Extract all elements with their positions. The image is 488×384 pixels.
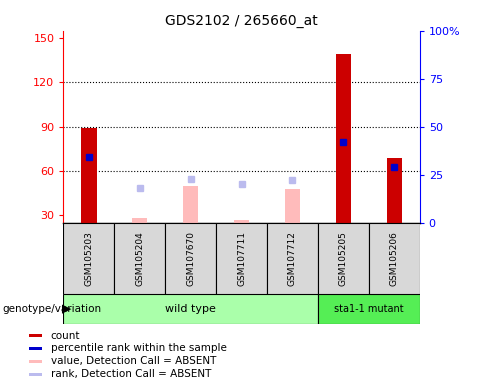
Text: GSM105204: GSM105204 bbox=[135, 231, 144, 286]
Bar bbox=[132, 218, 147, 223]
Bar bbox=[318, 294, 420, 324]
Bar bbox=[29, 372, 42, 376]
Bar bbox=[63, 294, 318, 324]
Text: GSM107712: GSM107712 bbox=[288, 231, 297, 286]
Text: GSM107670: GSM107670 bbox=[186, 231, 195, 286]
Text: GSM107711: GSM107711 bbox=[237, 231, 246, 286]
Text: percentile rank within the sample: percentile rank within the sample bbox=[51, 343, 226, 353]
Polygon shape bbox=[62, 305, 71, 314]
Bar bbox=[318, 223, 369, 294]
Bar bbox=[369, 223, 420, 294]
Bar bbox=[267, 223, 318, 294]
Bar bbox=[114, 223, 165, 294]
Text: GSM105205: GSM105205 bbox=[339, 231, 348, 286]
Text: wild type: wild type bbox=[165, 304, 216, 314]
Text: GSM105203: GSM105203 bbox=[84, 231, 93, 286]
Bar bbox=[234, 220, 249, 223]
Bar bbox=[336, 55, 351, 223]
Bar bbox=[216, 223, 267, 294]
Text: rank, Detection Call = ABSENT: rank, Detection Call = ABSENT bbox=[51, 369, 211, 379]
Text: GSM105206: GSM105206 bbox=[390, 231, 399, 286]
Title: GDS2102 / 265660_at: GDS2102 / 265660_at bbox=[165, 14, 318, 28]
Text: genotype/variation: genotype/variation bbox=[2, 304, 102, 314]
Bar bbox=[183, 186, 198, 223]
Text: value, Detection Call = ABSENT: value, Detection Call = ABSENT bbox=[51, 356, 216, 366]
Text: sta1-1 mutant: sta1-1 mutant bbox=[334, 304, 404, 314]
Bar bbox=[63, 223, 114, 294]
Bar bbox=[386, 158, 402, 223]
Bar bbox=[81, 128, 97, 223]
Bar bbox=[29, 347, 42, 350]
Text: count: count bbox=[51, 331, 80, 341]
Bar bbox=[29, 360, 42, 363]
Bar bbox=[285, 189, 300, 223]
Bar bbox=[165, 223, 216, 294]
Bar bbox=[29, 334, 42, 337]
